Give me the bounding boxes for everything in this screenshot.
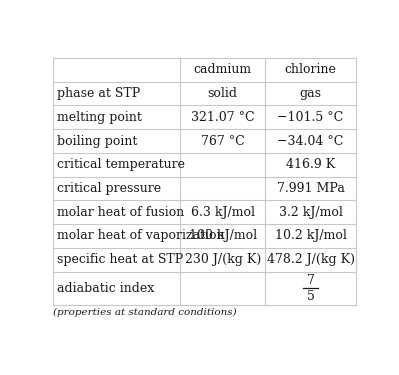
Text: 10.2 kJ/mol: 10.2 kJ/mol (275, 230, 346, 243)
Text: chlorine: chlorine (284, 63, 336, 76)
Text: −101.5 °C: −101.5 °C (277, 111, 344, 124)
Text: 100 kJ/mol: 100 kJ/mol (189, 230, 257, 243)
Text: specific heat at STP: specific heat at STP (57, 253, 183, 266)
Text: cadmium: cadmium (194, 63, 252, 76)
Text: molar heat of vaporization: molar heat of vaporization (57, 230, 224, 243)
Text: 5: 5 (306, 290, 314, 303)
Text: adiabatic index: adiabatic index (57, 282, 154, 295)
Text: phase at STP: phase at STP (57, 87, 140, 100)
Text: 7.991 MPa: 7.991 MPa (277, 182, 344, 195)
Text: 3.2 kJ/mol: 3.2 kJ/mol (279, 206, 342, 219)
Text: (properties at standard conditions): (properties at standard conditions) (53, 308, 237, 318)
Text: gas: gas (300, 87, 322, 100)
Text: −34.04 °C: −34.04 °C (277, 135, 344, 147)
Text: 230 J/(kg K): 230 J/(kg K) (185, 253, 261, 266)
Text: 7: 7 (306, 274, 314, 287)
Text: molar heat of fusion: molar heat of fusion (57, 206, 184, 219)
Text: solid: solid (207, 87, 238, 100)
Text: boiling point: boiling point (57, 135, 137, 147)
Text: 416.9 K: 416.9 K (286, 158, 335, 171)
Text: critical temperature: critical temperature (57, 158, 185, 171)
Text: 478.2 J/(kg K): 478.2 J/(kg K) (267, 253, 355, 266)
Text: 767 °C: 767 °C (201, 135, 245, 147)
Text: 321.07 °C: 321.07 °C (191, 111, 255, 124)
Text: melting point: melting point (57, 111, 142, 124)
Text: 6.3 kJ/mol: 6.3 kJ/mol (191, 206, 255, 219)
Text: critical pressure: critical pressure (57, 182, 161, 195)
